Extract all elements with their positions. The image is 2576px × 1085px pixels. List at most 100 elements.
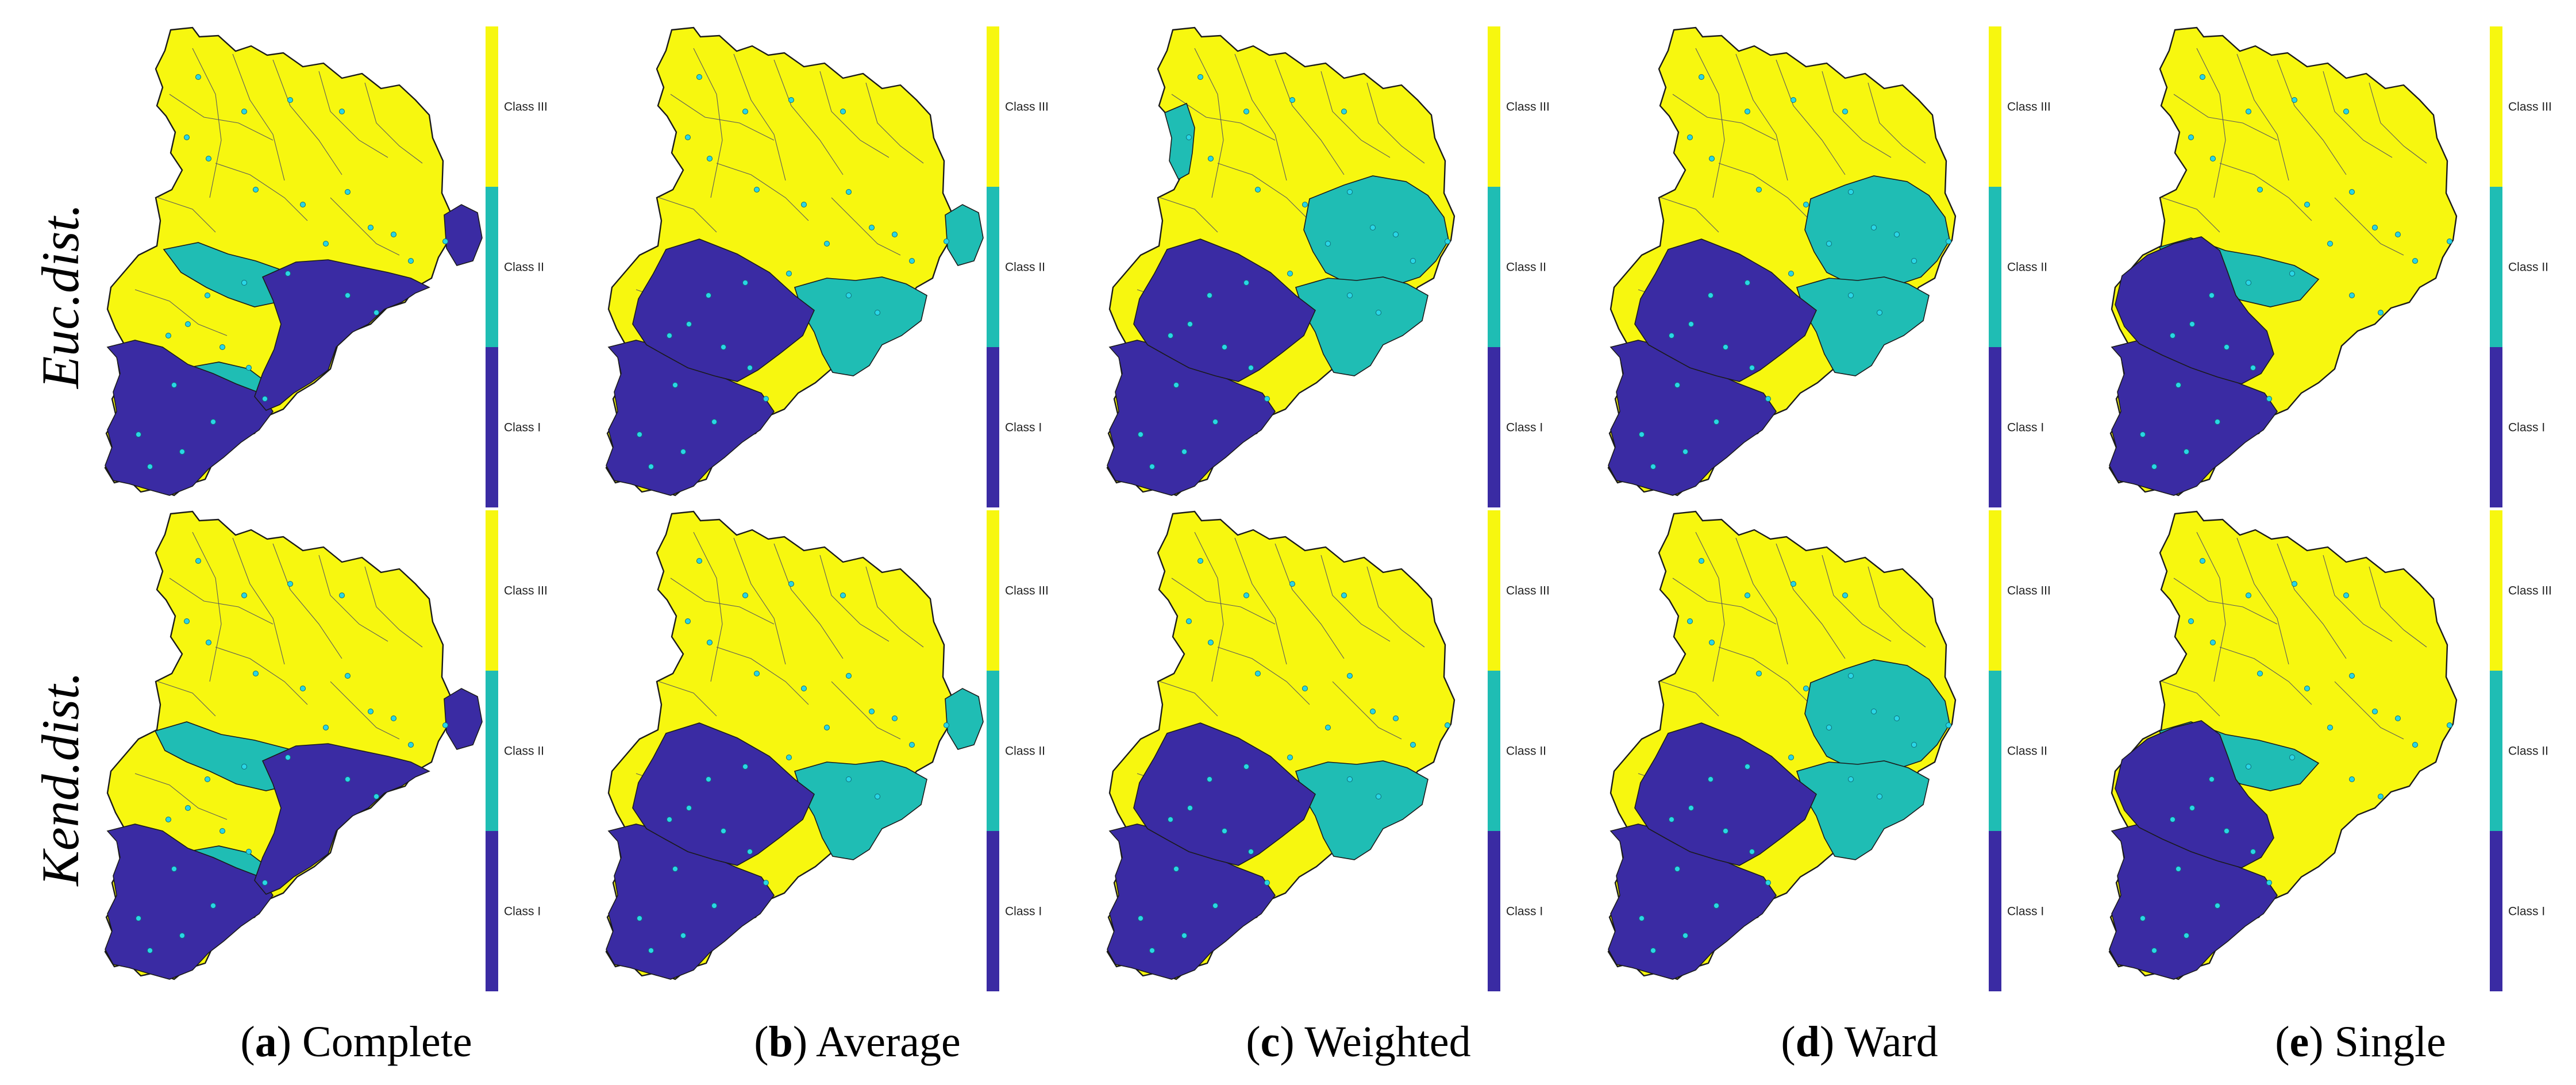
gauging-station [846, 673, 852, 679]
gauging-station [442, 238, 448, 244]
class-i-zone-southeast [254, 743, 430, 895]
gauging-station [788, 97, 794, 103]
gauging-station [323, 725, 329, 730]
gauging-station [1347, 189, 1353, 195]
gauging-station [1749, 365, 1755, 371]
legend-label-class-ii: Class II [2007, 261, 2047, 274]
legend-label-class-ii: Class II [504, 745, 544, 758]
gauging-station [2372, 225, 2378, 230]
gauging-station [1699, 558, 1704, 564]
row-label-kendall-text: Kend.dist. [31, 671, 90, 886]
subbasin-line [659, 681, 717, 717]
legend-label-class-iii: Class III [1506, 101, 1550, 114]
gauging-station [1669, 817, 1674, 822]
gauging-station [754, 671, 760, 676]
legend-swatch-class-ii [987, 671, 999, 831]
gauging-station [171, 866, 177, 872]
gauging-station [2257, 671, 2263, 676]
gauging-station [1650, 464, 1656, 470]
subbasin-line [819, 555, 890, 642]
gauging-station [2175, 866, 2181, 872]
gauging-station [1168, 333, 1173, 338]
legend-swatch-class-i [987, 347, 999, 507]
subbasin-line [1171, 578, 1276, 625]
map-weighted-kendall [1106, 510, 1456, 980]
gauging-station [2184, 449, 2189, 455]
gauging-station [2210, 640, 2216, 645]
gauging-station [869, 225, 875, 230]
legend-label-class-iii: Class III [1005, 101, 1049, 114]
legend-swatch-class-iii [987, 510, 999, 671]
gauging-station [2246, 280, 2251, 286]
gauging-station [2447, 238, 2452, 244]
gauging-station [345, 776, 351, 782]
legend-label-class-ii: Class II [2508, 261, 2548, 274]
gauging-station [1149, 948, 1155, 953]
gauging-station [1410, 258, 1416, 264]
subbasin-line [1366, 82, 1425, 164]
gauging-station [1243, 280, 1249, 286]
gauging-station [2327, 725, 2333, 730]
subbasin-line [1194, 532, 1224, 682]
subbasin-line [2219, 163, 2312, 221]
gauging-station [2175, 382, 2181, 388]
legend-swatch-class-ii [1989, 187, 2001, 347]
gauging-station [408, 742, 414, 748]
subbasin-line [2277, 543, 2347, 659]
gauging-station [2140, 432, 2146, 437]
subbasin-line [1366, 566, 1425, 648]
gauging-station [2378, 794, 2384, 799]
gauging-station [2170, 333, 2175, 338]
legend-label-class-iii: Class III [2007, 101, 2051, 114]
gauging-station [285, 755, 291, 760]
gauging-station [241, 280, 247, 286]
legend-swatch-class-ii [1989, 671, 2001, 831]
map-single-euclidean [2108, 26, 2458, 497]
gauging-station [637, 432, 642, 437]
gauging-station [2209, 293, 2215, 298]
gauging-station [1946, 722, 1951, 728]
class-i-zone-east-tip [444, 204, 483, 266]
gauging-station [1877, 310, 1882, 316]
gauging-station [391, 715, 396, 721]
subbasin-line [1217, 163, 1310, 221]
caption-c: (c) Weighted [1246, 1018, 1471, 1066]
gauging-station [1756, 671, 1762, 676]
subbasin-line [192, 532, 222, 682]
subbasin-line [330, 681, 400, 740]
gauging-station [1669, 333, 1674, 338]
subbasin-line [1274, 59, 1345, 175]
map-ward-kendall [1607, 510, 1957, 980]
subbasin-line [134, 773, 228, 820]
gauging-station [1803, 686, 1809, 691]
gauging-station [763, 880, 769, 886]
gauging-station [220, 344, 225, 350]
gauging-station [246, 849, 252, 855]
subbasin-line [716, 163, 809, 221]
gauging-station [1791, 97, 1796, 103]
legend-swatch-class-iii [1989, 510, 2001, 671]
legend-swatch-class-iii [486, 26, 498, 187]
gauging-station [2250, 849, 2256, 855]
legend-label-class-ii: Class II [504, 261, 544, 274]
gauging-station [840, 109, 846, 114]
gauging-station [253, 671, 259, 676]
gauging-station [707, 156, 713, 161]
gauging-station [1848, 293, 1854, 298]
subbasin-line [1695, 532, 1725, 682]
gauging-station [1341, 109, 1347, 114]
gauging-station [205, 293, 210, 298]
legend-swatch-class-iii [2490, 26, 2502, 187]
gauging-station [1723, 344, 1728, 350]
gauging-station [2188, 618, 2194, 624]
gauging-station [846, 189, 852, 195]
legend-label-class-i: Class I [2007, 905, 2044, 918]
legend-label-class-iii: Class III [1506, 584, 1550, 598]
gauging-station [696, 558, 702, 564]
gauging-station [742, 592, 748, 598]
subbasin-line [272, 59, 342, 175]
gauging-station [788, 581, 794, 587]
gauging-station [195, 74, 201, 80]
gauging-station [2140, 915, 2146, 921]
gauging-station [2257, 187, 2263, 193]
